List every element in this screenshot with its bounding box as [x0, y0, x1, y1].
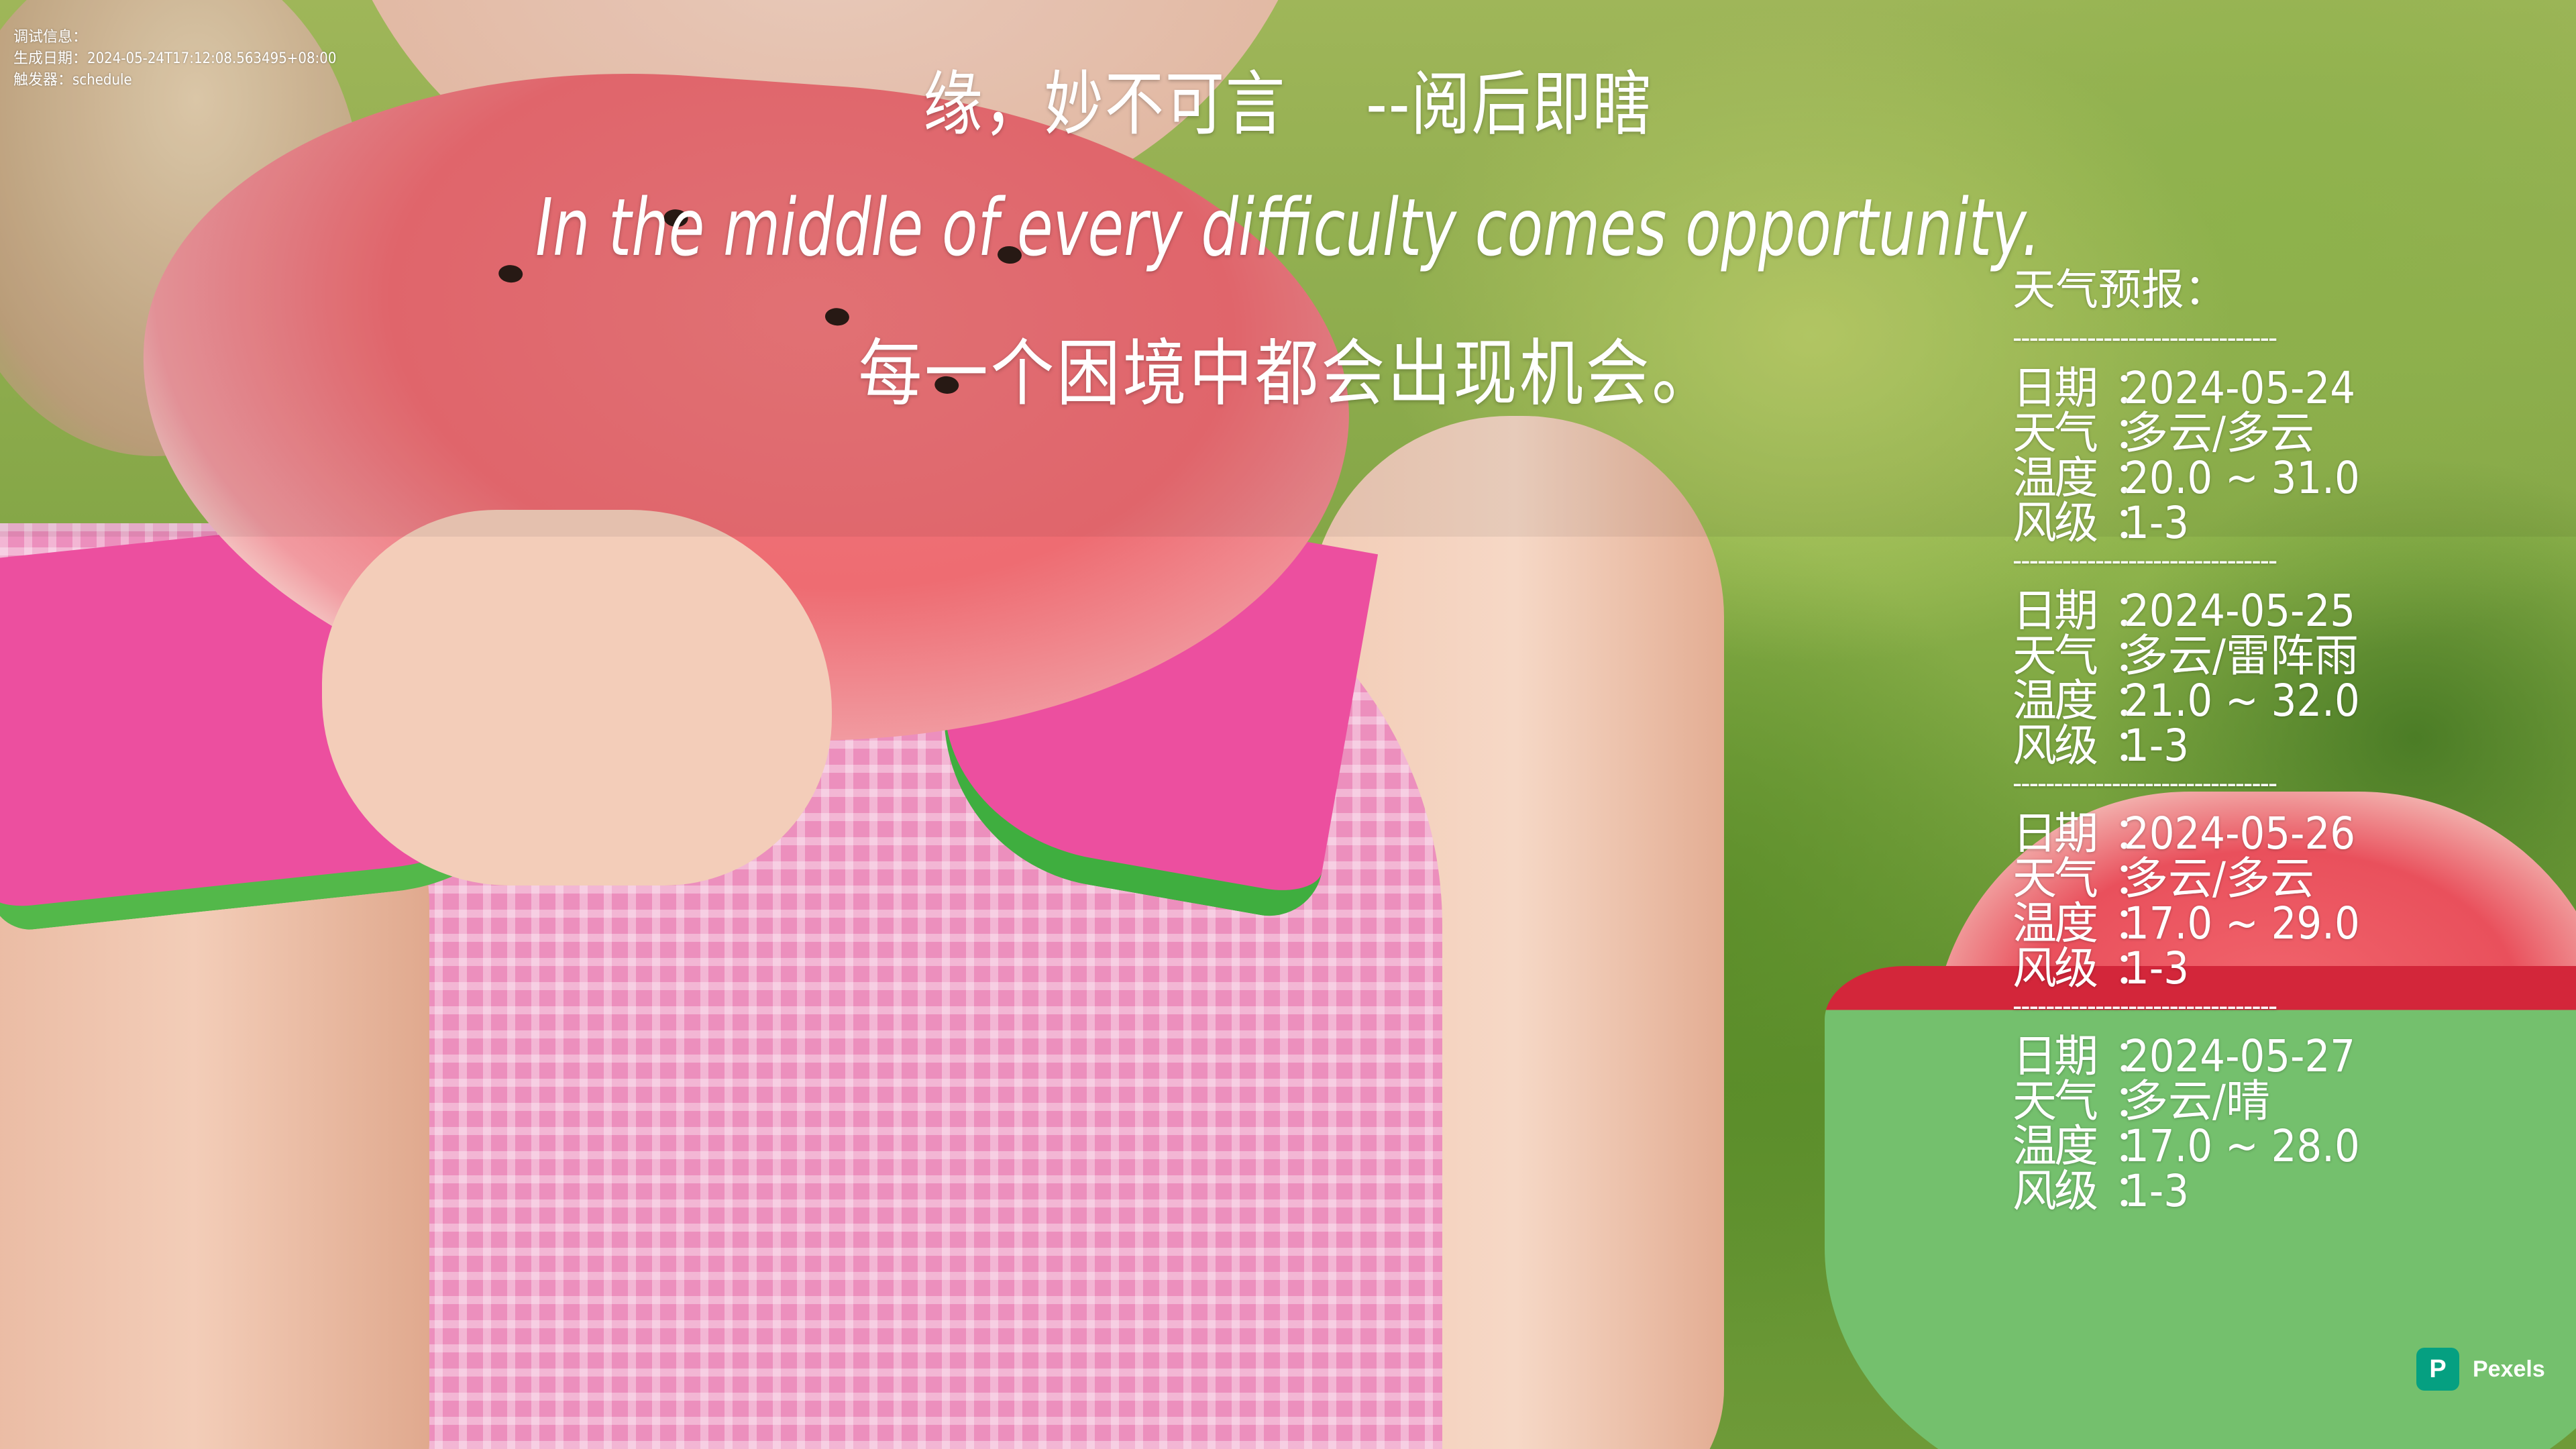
colon: ：	[2113, 898, 2157, 949]
colon: ：	[2113, 943, 2157, 994]
weather-weather-label: 天气	[2012, 1075, 2098, 1127]
weather-separator: --------------------------------	[2012, 768, 2277, 799]
colon: ：	[2113, 452, 2157, 504]
colon: ：	[2113, 1165, 2157, 1217]
weather-day-list: -------------------------------- 日期 ：2024-…	[2012, 323, 2469, 1214]
weather-date-row: 日期 ：2024-05-25	[2012, 588, 2469, 633]
colon: ：	[2113, 585, 2157, 637]
colon: ：	[2113, 808, 2157, 859]
weather-temp-row: 温度 ：17.0 ~ 29.0	[2012, 901, 2469, 946]
weather-wind-row: 风级 ：1-3	[2012, 500, 2469, 545]
weather-wind-label: 风级	[2012, 497, 2098, 549]
weather-weather-label: 天气	[2012, 630, 2098, 682]
weather-wind-value: 1-3	[2124, 1165, 2189, 1217]
debug-generated-date: 生成日期：2024-05-24T17:12:08.563495+08:00	[13, 50, 337, 67]
weather-weather-row: 天气 ：多云/雷阵雨	[2012, 633, 2469, 678]
weather-temp-value: 21.0 ~ 32.0	[2124, 675, 2360, 727]
weather-day: 日期 ：2024-05-24 天气 ：多云/多云 温度 ：20.0 ~ 31.0 风级 ：1-…	[2012, 366, 2469, 545]
weather-weather-value: 多云/多云	[2124, 407, 2315, 459]
weather-temp-label: 温度	[2012, 1120, 2098, 1172]
weather-temp-label: 温度	[2012, 898, 2098, 949]
quote-chinese: 每一个困境中都会出现机会。	[858, 332, 1718, 416]
colon: ：	[2113, 675, 2157, 727]
weather-date-row: 日期 ：2024-05-26	[2012, 811, 2469, 856]
weather-date-label: 日期	[2012, 585, 2098, 637]
weather-date-value: 2024-05-27	[2124, 1030, 2356, 1082]
weather-weather-label: 天气	[2012, 407, 2098, 459]
colon: ：	[2113, 1120, 2157, 1172]
weather-temp-row: 温度 ：17.0 ~ 28.0	[2012, 1124, 2469, 1169]
debug-title: 调试信息：	[13, 29, 88, 46]
debug-info: 调试信息： 生成日期：2024-05-24T17:12:08.563495+08…	[13, 27, 336, 91]
top-shade	[0, 0, 2576, 537]
colon: ：	[2113, 630, 2157, 682]
weather-weather-row: 天气 ：多云/晴	[2012, 1079, 2469, 1124]
weather-date-label: 日期	[2012, 362, 2098, 414]
weather-separator: --------------------------------	[2012, 991, 2277, 1022]
weather-wind-row: 风级 ：1-3	[2012, 1169, 2469, 1214]
weather-temp-label: 温度	[2012, 675, 2098, 727]
weather-wind-label: 风级	[2012, 1165, 2098, 1217]
weather-day: 日期 ：2024-05-26 天气 ：多云/多云 温度 ：17.0 ~ 29.0 风级 ：1-…	[2012, 811, 2469, 991]
debug-trigger: 触发器：schedule	[13, 72, 132, 89]
weather-wind-row: 风级 ：1-3	[2012, 723, 2469, 768]
weather-temp-value: 17.0 ~ 28.0	[2124, 1120, 2360, 1172]
colon: ：	[2113, 497, 2157, 549]
colon: ：	[2113, 1075, 2157, 1127]
quote-english: In the middle of every difficulty comes …	[535, 181, 2041, 274]
colon: ：	[2113, 1030, 2157, 1082]
weather-wind-label: 风级	[2012, 943, 2098, 994]
weather-weather-row: 天气 ：多云/多云	[2012, 856, 2469, 901]
colon: ：	[2113, 362, 2157, 414]
weather-weather-row: 天气 ：多云/多云	[2012, 411, 2469, 455]
pexels-logo-icon: P	[2416, 1348, 2459, 1391]
weather-weather-value: 多云/晴	[2124, 1075, 2271, 1127]
weather-wind-value: 1-3	[2124, 497, 2189, 549]
colon: ：	[2113, 407, 2157, 459]
weather-day: 日期 ：2024-05-27 天气 ：多云/晴 温度 ：17.0 ~ 28.0 风级 ：1-3	[2012, 1034, 2469, 1214]
weather-date-value: 2024-05-26	[2124, 808, 2356, 859]
weather-date-value: 2024-05-24	[2124, 362, 2356, 414]
quote-title: 缘，妙不可言 --阅后即瞎	[923, 63, 1653, 145]
colon: ：	[2113, 720, 2157, 771]
weather-day: 日期 ：2024-05-25 天气 ：多云/雷阵雨 温度 ：21.0 ~ 32.0 风级 ：1…	[2012, 588, 2469, 768]
weather-date-row: 日期 ：2024-05-27	[2012, 1034, 2469, 1079]
weather-temp-row: 温度 ：20.0 ~ 31.0	[2012, 455, 2469, 500]
weather-wind-value: 1-3	[2124, 720, 2189, 771]
weather-header: 天气预报：	[2012, 266, 2227, 315]
pexels-credit: P Pexels	[2416, 1346, 2545, 1393]
weather-date-row: 日期 ：2024-05-24	[2012, 366, 2469, 411]
weather-date-label: 日期	[2012, 808, 2098, 859]
pexels-label: Pexels	[2473, 1356, 2545, 1382]
girl-left-hand	[322, 510, 832, 885]
colon: ：	[2113, 853, 2157, 904]
weather-date-value: 2024-05-25	[2124, 585, 2356, 637]
weather-wind-value: 1-3	[2124, 943, 2189, 994]
weather-weather-value: 多云/雷阵雨	[2124, 630, 2359, 682]
weather-temp-row: 温度 ：21.0 ~ 32.0	[2012, 678, 2469, 723]
weather-wind-label: 风级	[2012, 720, 2098, 771]
weather-temp-label: 温度	[2012, 452, 2098, 504]
weather-date-label: 日期	[2012, 1030, 2098, 1082]
weather-forecast: 天气预报： -------------------------------- 日期…	[2012, 258, 2469, 1214]
weather-separator: --------------------------------	[2012, 323, 2277, 354]
weather-weather-label: 天气	[2012, 853, 2098, 904]
weather-temp-value: 17.0 ~ 29.0	[2124, 898, 2360, 949]
weather-temp-value: 20.0 ~ 31.0	[2124, 452, 2360, 504]
weather-weather-value: 多云/多云	[2124, 853, 2315, 904]
weather-separator: --------------------------------	[2012, 545, 2277, 576]
weather-wind-row: 风级 ：1-3	[2012, 946, 2469, 991]
